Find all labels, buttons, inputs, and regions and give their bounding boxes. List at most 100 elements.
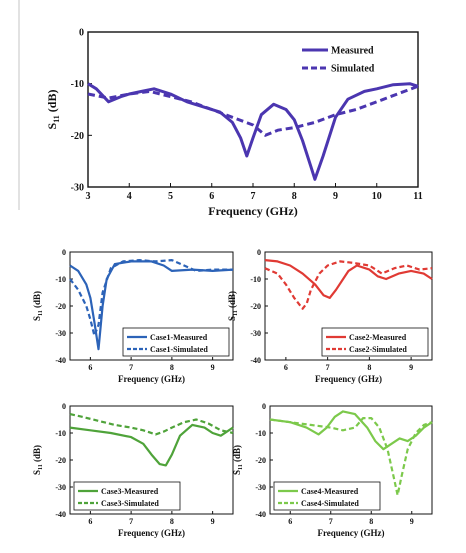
x-tick-label: 7: [329, 517, 333, 526]
y-axis-label-sub: 11: [52, 115, 61, 123]
y-tick-label: -30: [255, 483, 266, 492]
legend-box: [321, 327, 429, 357]
x-tick-label: 8: [367, 363, 371, 372]
y-tick-label: -20: [55, 302, 66, 311]
chart-case3: 6 7 8 9 0 -10 -20 -30 -40 Frequency (GHz) S11 (dB)…: [32, 402, 234, 538]
series-line-case3-measured: [69, 423, 234, 467]
series-line-case4-simulated: [269, 417, 433, 497]
y-axis-label-main: S: [45, 122, 59, 129]
x-axis-label: Frequency (GHz): [208, 204, 297, 218]
x-tick-label: 5: [168, 191, 173, 202]
legend-label: Measured: [331, 46, 374, 57]
y-axis-label-main: S: [32, 470, 42, 475]
x-tick-label: 9: [211, 363, 215, 372]
y-tick-label: -10: [250, 275, 261, 284]
x-tick-label: 6: [288, 517, 292, 526]
series-line-case3-simulated: [69, 413, 234, 436]
series-line-measured: [87, 82, 419, 181]
y-tick-label: 0: [62, 248, 66, 257]
y-axis-label-sub: 11: [38, 464, 44, 470]
y-tick-label: 0: [79, 28, 84, 39]
legend-label: Simulated: [331, 64, 375, 75]
y-axis-label-unit: (dB): [32, 445, 42, 464]
legend-label: Case1-Measured: [150, 333, 208, 342]
legend: Case1-Measured Case1-Simulated: [122, 327, 230, 357]
y-axis-label-main: S: [32, 316, 42, 321]
x-tick-label: 7: [129, 517, 133, 526]
x-axis-label: Frequency (GHz): [118, 528, 185, 538]
legend: Case3-Measured Case3-Simulated: [73, 481, 181, 511]
x-tick-label: 6: [88, 517, 92, 526]
legend: Case4-Measured Case4-Simulated: [273, 481, 381, 511]
y-axis-label: S11 (dB): [32, 291, 44, 321]
x-axis-label: Frequency (GHz): [317, 528, 384, 538]
y-axis-label-main: S: [227, 316, 237, 321]
divider-line: [18, 0, 20, 210]
y-tick-label: 0: [62, 402, 66, 411]
x-tick-label: 10: [372, 191, 382, 202]
x-tick-label: 9: [333, 191, 338, 202]
y-tick-label: -20: [255, 456, 266, 465]
x-tick-label: 8: [369, 517, 373, 526]
y-tick-label: -40: [55, 510, 66, 519]
x-axis-label: Frequency (GHz): [118, 374, 185, 384]
y-axis-label-sub: 11: [238, 464, 244, 470]
legend-label: Case2-Simulated: [349, 345, 407, 354]
legend-label: Case2-Measured: [349, 333, 407, 342]
y-axis-label-unit: (dB): [32, 291, 42, 310]
y-tick-label: 0: [262, 402, 266, 411]
x-tick-label: 9: [410, 517, 414, 526]
series-line-case2-simulated: [264, 260, 433, 310]
legend-label: Case3-Measured: [101, 487, 159, 496]
y-axis-label: S11 (dB): [232, 445, 244, 475]
legend-label: Case3-Simulated: [101, 499, 159, 508]
x-tick-label: 8: [170, 363, 174, 372]
y-axis-label: S11 (dB): [45, 90, 61, 130]
y-axis-label: S11 (dB): [32, 445, 44, 475]
y-tick-label: -30: [71, 183, 84, 194]
legend-box: [73, 481, 181, 511]
y-axis-label-unit: (dB): [232, 445, 242, 464]
series-line-case2-measured: [264, 259, 433, 299]
x-tick-label: 8: [292, 191, 297, 202]
x-tick-label: 6: [88, 363, 92, 372]
x-tick-label: 9: [409, 363, 413, 372]
legend-label: Case4-Simulated: [301, 499, 359, 508]
y-axis-label: S11 (dB): [227, 291, 239, 321]
legend-box: [122, 327, 230, 357]
y-tick-label: -30: [55, 483, 66, 492]
x-tick-label: 4: [127, 191, 132, 202]
y-tick-label: -30: [250, 329, 261, 338]
legend-box: [273, 481, 381, 511]
series-line-case1-simulated: [69, 259, 233, 337]
legend: Measured Simulated: [302, 46, 375, 75]
y-tick-label: -10: [71, 79, 84, 90]
chart-case2: 6 7 8 9 0 -10 -20 -30 -40 Frequency (GHz) S11 (dB)…: [227, 248, 433, 384]
x-tick-label: 11: [413, 191, 422, 202]
x-tick-label: 9: [211, 517, 215, 526]
y-tick-label: 0: [257, 248, 261, 257]
y-tick-label: -40: [250, 356, 261, 365]
y-axis-label-unit: (dB): [45, 90, 59, 116]
y-axis-label-sub: 11: [38, 310, 44, 316]
y-axis-label-main: S: [232, 470, 242, 475]
legend-label: Case4-Measured: [301, 487, 359, 496]
x-tick-label: 6: [209, 191, 214, 202]
legend-label: Case1-Simulated: [150, 345, 208, 354]
series-line-simulated: [87, 84, 419, 137]
x-tick-label: 7: [129, 363, 133, 372]
x-axis-label: Frequency (GHz): [315, 374, 382, 384]
y-tick-label: -20: [55, 456, 66, 465]
x-tick-label: 3: [86, 191, 91, 202]
y-tick-label: -10: [55, 429, 66, 438]
y-axis-label-sub: 11: [233, 310, 239, 316]
x-tick-label: 6: [284, 363, 288, 372]
chart-case4: 6 7 8 9 0 -10 -20 -30 -40 Frequency (GHz) S11 (dB)…: [232, 402, 433, 538]
y-tick-label: -10: [55, 275, 66, 284]
y-tick-label: -40: [55, 356, 66, 365]
y-tick-label: -20: [71, 131, 84, 142]
chart-main: 3 4 5 6 7 8 9 10 11 0 -10 -20 -30 Frequency (GHz) S11 …: [45, 28, 423, 219]
x-tick-label: 7: [326, 363, 330, 372]
